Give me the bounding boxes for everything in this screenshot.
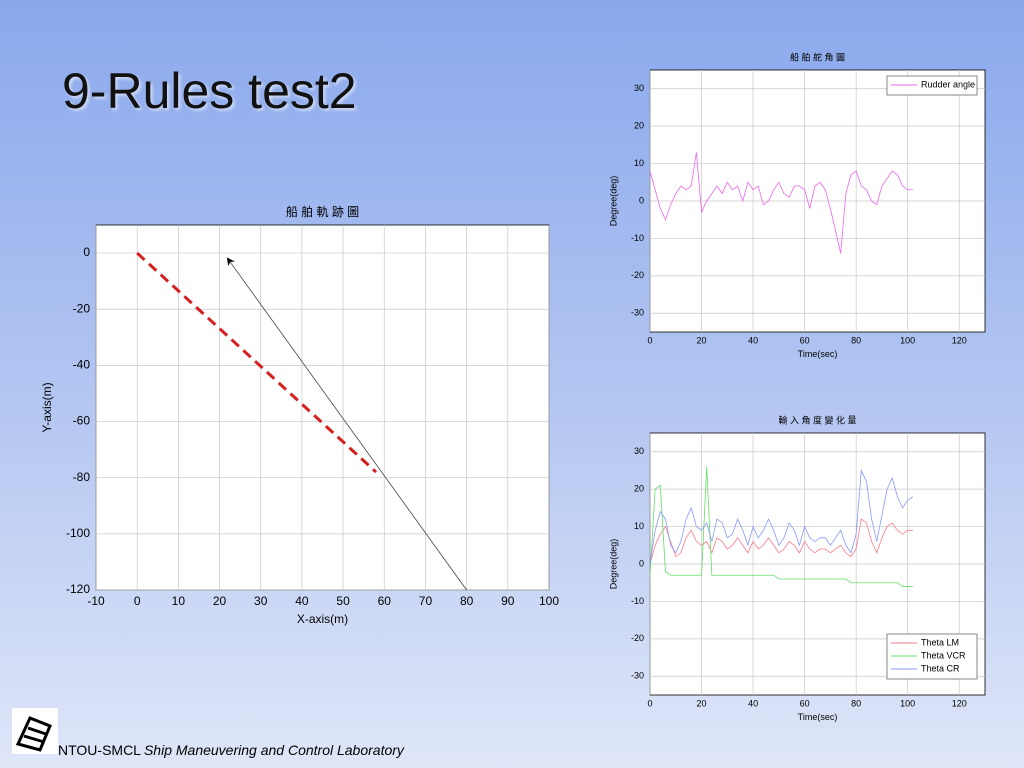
- series-line: [649, 466, 913, 587]
- legend-label: Rudder angle: [921, 79, 975, 89]
- y-tick-label: -80: [73, 470, 91, 484]
- y-tick-label: 0: [639, 558, 644, 568]
- x-axis-label: X-axis(m): [297, 612, 348, 626]
- y-tick-label: 0: [83, 245, 90, 259]
- y-tick-label: -60: [73, 414, 91, 428]
- x-tick-label: 0: [647, 698, 652, 708]
- x-tick-label: 70: [419, 594, 433, 608]
- y-tick-label: -100: [66, 526, 90, 540]
- y-tick-label: -30: [631, 308, 644, 318]
- y-tick-label: 20: [634, 484, 644, 494]
- footer-org: NTOU-SMCL: [58, 742, 141, 758]
- x-tick-label: 90: [501, 594, 515, 608]
- x-tick-label: 10: [172, 594, 186, 608]
- series-line: [649, 152, 913, 254]
- x-tick-label: 60: [800, 698, 810, 708]
- chart-title: 船 舶 軌 跡 圖: [286, 204, 359, 219]
- x-tick-label: 40: [748, 698, 758, 708]
- y-axis-label: Y-axis(m): [40, 382, 54, 432]
- x-tick-label: 60: [800, 335, 810, 345]
- y-tick-label: 20: [634, 121, 644, 131]
- x-axis-label: Time(sec): [798, 349, 838, 359]
- legend-label: Theta CR: [921, 663, 960, 673]
- y-tick-label: -10: [631, 233, 644, 243]
- slide-title: 9-Rules test2: [62, 63, 357, 119]
- x-tick-label: 20: [697, 698, 707, 708]
- legend-box: [886, 75, 978, 96]
- series-line: [226, 257, 467, 591]
- y-tick-label: -30: [631, 671, 644, 681]
- y-tick-label: 0: [639, 195, 644, 205]
- y-tick-label: 30: [634, 446, 644, 456]
- y-tick-label: -20: [631, 633, 644, 643]
- y-tick-label: 30: [634, 83, 644, 93]
- y-tick-label: 10: [634, 158, 644, 168]
- plot-area: [95, 224, 550, 591]
- chart-title: 輸 入 角 度 變 化 量: [778, 414, 856, 425]
- footer: NTOU-SMCL Ship Maneuvering and Control La…: [58, 742, 404, 758]
- x-tick-label: 40: [295, 594, 309, 608]
- series-line: [649, 518, 913, 565]
- x-tick-label: 40: [748, 335, 758, 345]
- x-tick-label: 30: [254, 594, 268, 608]
- y-tick-label: -20: [73, 301, 91, 315]
- x-tick-label: 80: [851, 335, 861, 345]
- x-tick-label: 80: [460, 594, 474, 608]
- x-tick-label: -10: [87, 594, 105, 608]
- x-tick-label: 80: [851, 698, 861, 708]
- x-tick-label: 0: [647, 335, 652, 345]
- logo: [12, 708, 58, 754]
- chart-title: 船 舶 舵 角 圖: [790, 51, 845, 62]
- y-axis-label: Degree(deg): [608, 176, 618, 227]
- y-tick-label: -10: [631, 596, 644, 606]
- x-tick-label: 50: [336, 594, 350, 608]
- x-tick-label: 120: [952, 335, 967, 345]
- legend-label: Theta LM: [921, 637, 959, 647]
- x-tick-label: 100: [900, 335, 915, 345]
- legend-label: Theta VCR: [921, 650, 966, 660]
- x-tick-label: 60: [378, 594, 392, 608]
- x-tick-label: 20: [697, 335, 707, 345]
- x-axis-label: Time(sec): [798, 712, 838, 722]
- y-tick-label: -20: [631, 270, 644, 280]
- x-tick-label: 100: [900, 698, 915, 708]
- y-tick-label: -40: [73, 358, 91, 372]
- y-tick-label: -120: [66, 582, 90, 596]
- x-tick-label: 100: [539, 594, 559, 608]
- x-tick-label: 0: [134, 594, 141, 608]
- x-tick-label: 20: [213, 594, 227, 608]
- footer-lab: Ship Maneuvering and Control Laboratory: [143, 742, 404, 758]
- y-tick-label: 10: [634, 521, 644, 531]
- series-line: [136, 251, 378, 474]
- series-line: [649, 468, 914, 565]
- x-tick-label: 120: [952, 698, 967, 708]
- y-axis-label: Degree(deg): [608, 539, 618, 590]
